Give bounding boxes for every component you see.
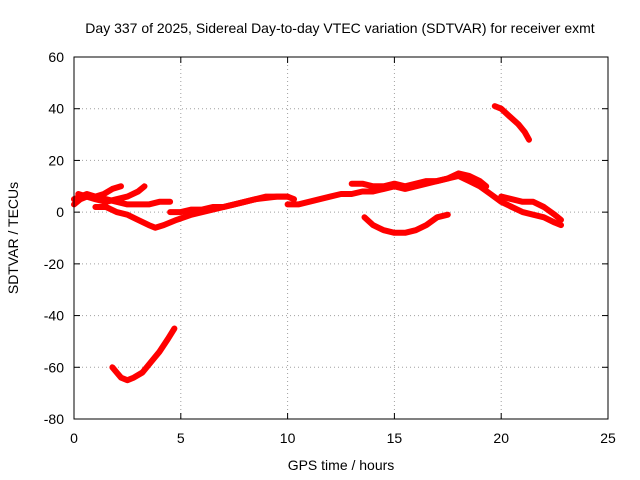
y-tick-label: 60	[48, 49, 64, 65]
y-tick-label: -20	[44, 256, 64, 272]
y-tick-label: 20	[48, 152, 64, 168]
series-arc9	[361, 211, 451, 236]
x-tick-label: 10	[280, 430, 296, 446]
x-tick-label: 5	[177, 430, 185, 446]
x-tick-label: 15	[387, 430, 403, 446]
series-arc6	[109, 325, 178, 384]
grid	[74, 57, 608, 419]
y-tick-label: -80	[44, 411, 64, 427]
y-tick-label: 0	[56, 204, 64, 220]
chart-title: Day 337 of 2025, Sidereal Day-to-day VTE…	[85, 20, 594, 36]
x-tick-label: 20	[493, 430, 509, 446]
y-axis-label: SDTVAR / TECUs	[5, 182, 21, 294]
x-axis-label: GPS time / hours	[288, 457, 395, 473]
series-arc11	[498, 193, 564, 223]
plot-frame	[73, 56, 609, 420]
x-tick-label: 0	[70, 430, 78, 446]
y-tick-label: 40	[48, 101, 64, 117]
series-arc3	[75, 183, 148, 205]
y-tick-label: -60	[44, 359, 64, 375]
series-layer	[71, 103, 564, 384]
series-arc5	[167, 193, 297, 216]
ticks: 0 5 10 15 20 25 -80 -60 -40 -20 0 20 40 60	[44, 49, 616, 446]
series-arc10	[491, 103, 532, 143]
series-arc8	[348, 170, 490, 190]
x-tick-label: 25	[600, 430, 616, 446]
y-tick-label: -40	[44, 308, 64, 324]
